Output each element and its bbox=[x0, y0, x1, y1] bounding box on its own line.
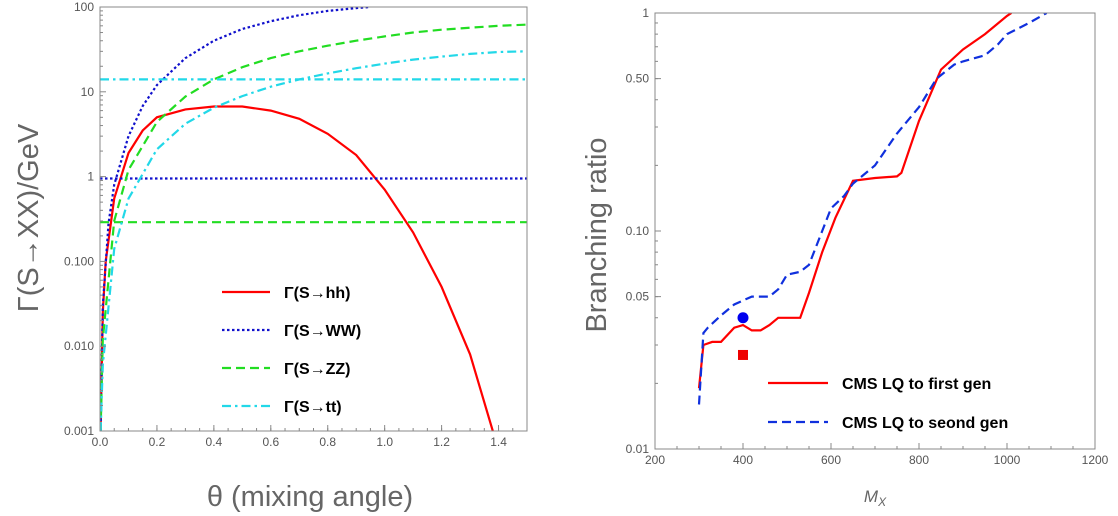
width-plot-y-tick-label: 1 bbox=[87, 170, 94, 184]
branching-plot-point-square bbox=[738, 349, 748, 360]
branching-plot-ticks: 200 400 600 800 1000 1200 0.01 0.05 0.10 0.50 1 bbox=[626, 6, 1109, 467]
width-plot-x-tick-label: 0.2 bbox=[149, 435, 166, 449]
branching-plot-x-tick-label: 400 bbox=[733, 453, 753, 467]
width-plot-x-tick-label: 0.6 bbox=[262, 435, 279, 449]
width-plot-x-tick-label: 1.0 bbox=[376, 435, 393, 449]
branching-plot-legend-label: CMS LQ to seond gen bbox=[842, 415, 1008, 432]
branching-plot: 200 400 600 800 1000 1200 0.01 0.05 0.10 0.50 1 CM… bbox=[581, 6, 1109, 509]
branching-plot-y-tick-label: 0.50 bbox=[626, 72, 650, 86]
branching-plot-x-tick-label: 200 bbox=[645, 453, 665, 467]
branching-plot-y-tick-label: 0.01 bbox=[626, 442, 650, 456]
width-plot: 0.0 0.2 0.4 0.6 0.8 1.0 1.2 1.4 0.001 0.010 0.100 1… bbox=[13, 0, 528, 513]
branching-plot-curves bbox=[697, 13, 1048, 405]
width-plot-ticks: 0.0 0.2 0.4 0.6 0.8 1.0 1.2 1.4 0.001 0.010 0.100 1… bbox=[64, 0, 528, 449]
width-plot-y-tick-label: 0.001 bbox=[64, 424, 94, 438]
width-plot-y-tick-label: 0.010 bbox=[64, 339, 94, 353]
width-plot-series-1 bbox=[100, 7, 371, 431]
width-plot-legend-label: Γ(S→WW) bbox=[284, 323, 361, 340]
branching-plot-point-circle bbox=[737, 312, 749, 324]
width-plot-x-tick-label: 0.4 bbox=[206, 435, 223, 449]
width-plot-series-3 bbox=[100, 23, 527, 431]
branching-plot-x-axis-label: MX bbox=[864, 487, 887, 509]
width-plot-legend-label: Γ(S→ZZ) bbox=[284, 361, 351, 378]
width-plot-y-tick-label: 100 bbox=[74, 0, 94, 14]
width-plot-x-tick-label: 0.8 bbox=[319, 435, 336, 449]
width-plot-y-tick-label: 10 bbox=[81, 85, 95, 99]
width-plot-legend-label: Γ(S→hh) bbox=[284, 285, 351, 302]
branching-plot-legend-label: CMS LQ to first gen bbox=[842, 376, 991, 393]
width-plot-x-tick-label: 0.0 bbox=[92, 435, 109, 449]
width-plot-x-axis-label: θ (mixing angle) bbox=[207, 481, 413, 513]
width-plot-legend-label: Γ(S→tt) bbox=[284, 399, 342, 416]
branching-plot-x-tick-label: 800 bbox=[909, 453, 929, 467]
branching-plot-y-tick-label: 1 bbox=[642, 6, 649, 20]
branching-plot-y-tick-label: 0.05 bbox=[626, 290, 650, 304]
branching-plot-x-tick-label: 600 bbox=[821, 453, 841, 467]
branching-plot-legend: CMS LQ to first gen CMS LQ to seond gen bbox=[768, 376, 1008, 432]
width-plot-y-axis-label: Γ(S→XX)/GeV bbox=[13, 123, 45, 312]
width-plot-legend: Γ(S→hh) Γ(S→WW) Γ(S→ZZ) Γ(S→tt) bbox=[222, 285, 361, 416]
branching-plot-series-1 bbox=[697, 13, 1048, 405]
branching-plot-series-0 bbox=[697, 13, 1013, 389]
width-plot-curves bbox=[100, 7, 527, 431]
branching-plot-y-tick-label: 0.10 bbox=[626, 224, 650, 238]
width-plot-y-tick-label: 0.100 bbox=[64, 254, 94, 268]
branching-plot-y-axis-label: Branching ratio bbox=[581, 137, 613, 332]
branching-plot-x-tick-label: 1200 bbox=[1082, 453, 1109, 467]
width-plot-x-tick-label: 1.4 bbox=[490, 435, 507, 449]
width-plot-series-0 bbox=[100, 105, 494, 431]
branching-plot-x-tick-label: 1000 bbox=[994, 453, 1021, 467]
width-plot-x-tick-label: 1.2 bbox=[433, 435, 450, 449]
